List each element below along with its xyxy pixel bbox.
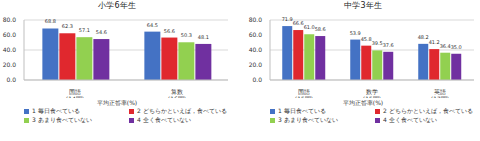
html-text:2 どちらかといえば，食べている: 2 どちらかといえば，食べている: [383, 107, 473, 114]
html-text:4 全く食べていない: 4 全く食べていない: [137, 116, 191, 123]
html-text:3 あまり食べていない: 3 あまり食べていない: [32, 116, 92, 123]
svg-text:60.0: 60.0: [8, 31, 16, 38]
html-text:1 毎日食べている: 1 毎日食べている: [278, 107, 326, 114]
html-text:中学3年生: 中学3年生: [344, 1, 382, 10]
svg-text:0.0: 0.0: [8, 76, 16, 83]
svg-text:68.8: 68.8: [45, 18, 56, 24]
svg-text:45.8: 45.8: [361, 36, 372, 42]
svg-text:国語(14問): 国語(14問): [66, 88, 84, 98]
svg-text:57.1: 57.1: [79, 27, 90, 33]
svg-text:算数(16問): 算数(16問): [168, 88, 186, 98]
svg-text:英語(17問): 英語(17問): [431, 88, 449, 98]
svg-text:60.0: 60.0: [249, 31, 263, 38]
html-text:平均正答率(%): 平均正答率(%): [96, 99, 138, 106]
svg-text:41.2: 41.2: [429, 39, 440, 45]
svg-text:20.0: 20.0: [249, 61, 263, 68]
svg-text:0.0: 0.0: [252, 76, 262, 83]
svg-text:48.1: 48.1: [198, 34, 209, 40]
html-text:1 毎日食べている: 1 毎日食べている: [32, 107, 80, 114]
svg-text:40.0: 40.0: [8, 46, 16, 53]
html-text:小学6年生: 小学6年生: [98, 1, 136, 10]
svg-text:71.9: 71.9: [282, 16, 293, 22]
html-text:2 どちらかといえば，食べている: 2 どちらかといえば，食べている: [137, 107, 227, 114]
svg-text:37.6: 37.6: [383, 42, 394, 48]
svg-text:国語(15問): 国語(15問): [295, 88, 313, 98]
svg-text:35.0: 35.0: [451, 44, 462, 50]
svg-text:36.4: 36.4: [440, 43, 451, 49]
svg-text:20.0: 20.0: [8, 61, 16, 68]
svg-text:50.3: 50.3: [181, 32, 192, 38]
svg-text:64.5: 64.5: [147, 22, 158, 28]
svg-text:53.9: 53.9: [350, 30, 361, 36]
svg-text:56.6: 56.6: [164, 28, 175, 34]
svg-text:80.0: 80.0: [8, 16, 16, 23]
html-text:4 全く食べていない: 4 全く食べていない: [383, 116, 437, 123]
svg-text:62.3: 62.3: [62, 23, 73, 29]
svg-text:80.0: 80.0: [249, 16, 263, 23]
svg-text:数学(15問): 数学(15問): [363, 88, 381, 98]
html-text:平均正答率(%): 平均正答率(%): [342, 99, 384, 106]
html-text:3 あまり食べていない: 3 あまり食べていない: [278, 116, 338, 123]
svg-text:66.6: 66.6: [293, 20, 304, 26]
svg-text:61.0: 61.0: [304, 24, 315, 30]
svg-text:54.6: 54.6: [96, 29, 107, 35]
svg-text:48.2: 48.2: [418, 34, 429, 40]
svg-text:40.0: 40.0: [249, 46, 263, 53]
svg-text:58.6: 58.6: [315, 26, 326, 32]
svg-text:39.5: 39.5: [372, 40, 383, 46]
